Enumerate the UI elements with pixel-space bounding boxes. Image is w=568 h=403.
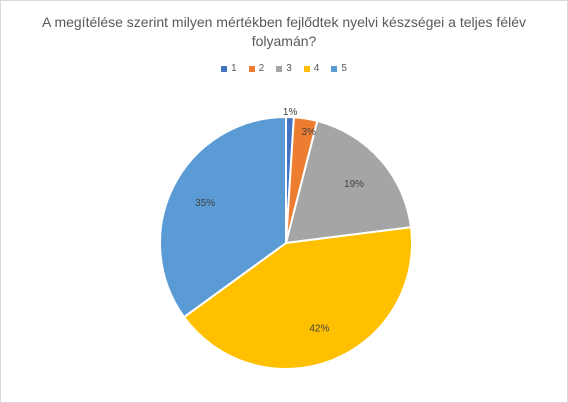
- legend-item-1: 1: [221, 63, 237, 74]
- legend-swatch-5: [331, 65, 338, 72]
- pie-slice-4: [182, 226, 413, 370]
- pie-slice-5: [159, 115, 287, 319]
- data-label-5: 35%: [195, 198, 215, 209]
- data-label-4: 42%: [309, 323, 329, 334]
- data-label-3: 19%: [344, 179, 364, 190]
- legend-swatch-1: [221, 65, 228, 72]
- legend-label-2: 2: [258, 63, 265, 74]
- legend-item-3: 3: [276, 63, 292, 74]
- legend-swatch-4: [303, 65, 310, 72]
- legend-item-2: 2: [248, 63, 265, 74]
- legend-label-5: 5: [341, 63, 347, 74]
- legend-label-3: 3: [286, 63, 292, 74]
- data-label-1: 1%: [283, 107, 298, 118]
- pie-slice-3: [284, 119, 413, 245]
- legend-swatch-2: [248, 65, 255, 72]
- legend-label-4: 4: [313, 63, 320, 74]
- chart-title: A megítélése szerint milyen mértékben fe…: [41, 14, 526, 49]
- legend-swatch-3: [276, 65, 283, 72]
- legend-item-4: 4: [303, 63, 320, 74]
- legend-item-5: 5: [331, 63, 347, 74]
- data-label-2: 3%: [302, 127, 317, 138]
- pie-slices: [159, 115, 413, 370]
- legend-label-1: 1: [231, 63, 237, 74]
- pie-data-labels: 1% 3% 19% 42% 35%: [195, 107, 364, 335]
- chart-legend: 1 2 3 4 5: [1, 63, 567, 74]
